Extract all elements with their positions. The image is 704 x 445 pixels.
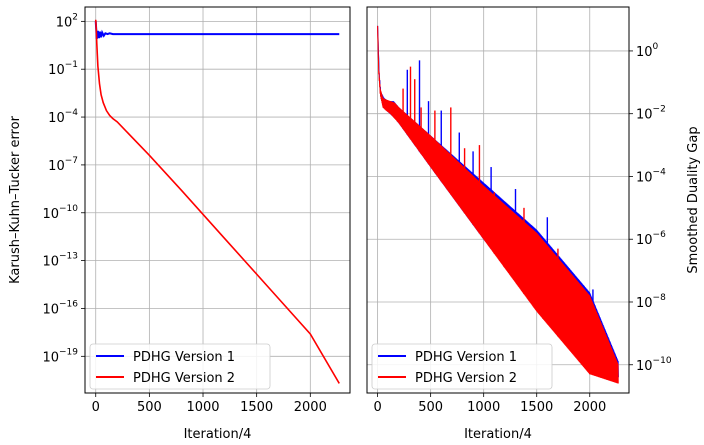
- y-tick-label: 10−16: [42, 299, 78, 317]
- y-tick-label: 10−10: [636, 356, 672, 374]
- y-tick-label: 10−1: [48, 60, 78, 78]
- legend-label: PDHG Version 1: [133, 350, 235, 365]
- legend: PDHG Version 1 PDHG Version 2: [89, 343, 271, 390]
- series-pdhg-version-2: [94, 19, 340, 384]
- legend-box: [371, 343, 553, 390]
- y-tick-label: 102: [56, 12, 78, 30]
- y-tick-label: 10−4: [48, 108, 78, 126]
- duality-gap-panel: 0 500 1000 1500 2000 100 10−2 10−4 10−6 10−8 10−10…: [366, 6, 701, 442]
- legend-label: PDHG Version 2: [415, 371, 517, 386]
- x-tick-label: 2000: [294, 400, 327, 415]
- x-axis-label: Iteration/4: [464, 427, 532, 442]
- y-axis-label: Karush–Kuhn–Tucker error: [8, 115, 23, 283]
- legend-label: PDHG Version 2: [133, 371, 235, 386]
- y-tick-label: 10−13: [42, 252, 78, 270]
- x-tick-label: 500: [418, 400, 443, 415]
- x-tick-label: 1000: [467, 400, 500, 415]
- plot-area: [94, 19, 340, 384]
- x-tick-label: 1500: [240, 400, 273, 415]
- y-axis-label: Smoothed Duality Gap: [686, 126, 701, 273]
- series-pdhg-version-2: [377, 25, 619, 384]
- kkt-error-panel: 0 500 1000 1500 2000 102 10−1 10−4 10−7 10−10 10−1…: [8, 6, 351, 442]
- series-pdhg-version-1: [94, 21, 340, 40]
- y-tick-label: 10−2: [636, 105, 666, 123]
- legend-box: [89, 343, 271, 390]
- x-tick-label: 0: [92, 400, 100, 415]
- y-tick-label: 10−7: [48, 156, 78, 174]
- y-tick-label: 10−19: [42, 347, 78, 365]
- legend: PDHG Version 1 PDHG Version 2: [371, 343, 553, 390]
- y-tick-label: 10−10: [42, 204, 78, 222]
- plot-area: [377, 25, 619, 384]
- y-tick-label: 10−4: [636, 167, 666, 185]
- y-tick-label: 10−6: [636, 230, 666, 248]
- x-tick-label: 1000: [186, 400, 219, 415]
- x-tick-label: 0: [373, 400, 381, 415]
- legend-label: PDHG Version 1: [415, 350, 517, 365]
- x-tick-label: 500: [137, 400, 162, 415]
- axes-frame: [84, 6, 351, 394]
- y-tick-label: 10−8: [636, 293, 666, 311]
- x-tick-label: 1500: [520, 400, 553, 415]
- axes-frame: [366, 6, 630, 394]
- x-axis-label: Iteration/4: [184, 427, 252, 442]
- x-tick-label: 2000: [573, 400, 606, 415]
- y-tick-label: 100: [636, 42, 659, 60]
